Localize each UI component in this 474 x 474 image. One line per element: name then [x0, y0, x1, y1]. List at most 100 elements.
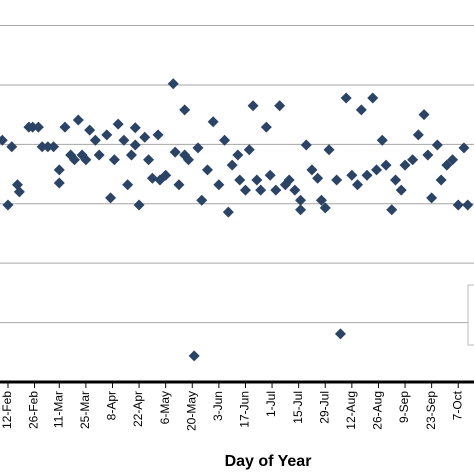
data-point [407, 154, 419, 166]
x-tick-label: 20-May [184, 391, 198, 431]
x-tick-label: 12-Aug [344, 391, 358, 430]
x-tick-label: 3-Jun [211, 391, 225, 421]
legend-box [467, 284, 474, 346]
data-point [213, 179, 225, 191]
data-point [146, 172, 158, 184]
data-point [289, 184, 301, 196]
data-point [48, 141, 60, 153]
data-point [352, 179, 364, 191]
data-point [105, 192, 117, 204]
data-point [133, 199, 145, 211]
data-point [274, 100, 286, 112]
data-point [196, 194, 208, 206]
data-point [361, 169, 373, 181]
data-point [6, 141, 18, 153]
data-point [118, 134, 130, 146]
data-point [68, 154, 80, 166]
data-point [367, 92, 379, 104]
data-point [295, 194, 307, 206]
data-point [42, 141, 54, 153]
data-point [264, 169, 276, 181]
data-point [108, 154, 120, 166]
data-point [452, 199, 464, 211]
data-point [306, 164, 318, 176]
x-tick-label: 7-Oct [450, 390, 464, 420]
data-point [312, 172, 324, 184]
data-point [418, 109, 430, 121]
data-point [125, 149, 137, 161]
data-point [93, 149, 105, 161]
data-point [270, 184, 282, 196]
data-point [346, 169, 358, 181]
data-point [192, 142, 204, 154]
data-point [422, 149, 434, 161]
data-point [143, 154, 155, 166]
data-point [412, 129, 424, 141]
data-point [53, 177, 65, 189]
data-point [295, 204, 307, 216]
x-tick-label: 26-Feb [27, 391, 41, 429]
x-axis-title: Day of Year [225, 453, 312, 470]
x-tick-label: 8-Apr [105, 391, 119, 420]
data-point [462, 199, 474, 211]
data-point [188, 350, 200, 362]
data-point [331, 174, 343, 186]
data-point [207, 116, 219, 128]
data-point [260, 121, 272, 133]
data-point [182, 154, 194, 166]
x-tick-label: 9-Sep [397, 391, 411, 423]
data-point [426, 192, 438, 204]
data-point [334, 328, 346, 340]
data-point [386, 204, 398, 216]
x-tick-label: 11-Mar [51, 391, 65, 428]
data-point [395, 184, 407, 196]
data-point [219, 134, 231, 146]
data-point [36, 141, 48, 153]
data-point [27, 121, 39, 133]
x-tick-label: 22-Apr [131, 391, 145, 427]
data-point [300, 139, 312, 151]
data-point [243, 144, 255, 156]
data-point [251, 174, 263, 186]
x-tick-label: 29-Jul [317, 391, 331, 424]
data-point [129, 122, 141, 134]
data-point [323, 144, 335, 156]
data-point [112, 118, 124, 130]
data-point [13, 186, 25, 198]
data-point [232, 149, 244, 161]
data-point [32, 121, 44, 133]
data-point [447, 154, 459, 166]
data-point [152, 129, 164, 141]
x-tick-label: 17-Jun [238, 391, 252, 428]
data-point [247, 100, 259, 112]
x-tick-label: 12-Feb [0, 391, 14, 429]
data-point [122, 179, 134, 191]
data-point [160, 169, 172, 181]
data-point [0, 134, 8, 146]
data-point [376, 134, 388, 146]
data-point [340, 92, 352, 104]
data-point [226, 159, 238, 171]
data-point [101, 129, 113, 141]
data-point [371, 164, 383, 176]
x-tick-label: 23-Sep [424, 391, 438, 430]
data-point [283, 174, 295, 186]
data-point [234, 174, 246, 186]
x-tick-label: 26-Aug [371, 391, 385, 430]
data-point [84, 124, 96, 136]
data-point [390, 174, 402, 186]
x-tick-label: 6-May [158, 391, 172, 424]
data-point [139, 131, 151, 143]
data-point [89, 134, 101, 146]
data-point [315, 194, 327, 206]
data-point [458, 142, 470, 154]
data-point [201, 164, 213, 176]
data-point [72, 114, 84, 126]
data-point [59, 121, 71, 133]
data-point [167, 78, 179, 90]
data-point [441, 159, 453, 171]
data-point [129, 139, 141, 151]
data-point [380, 159, 392, 171]
